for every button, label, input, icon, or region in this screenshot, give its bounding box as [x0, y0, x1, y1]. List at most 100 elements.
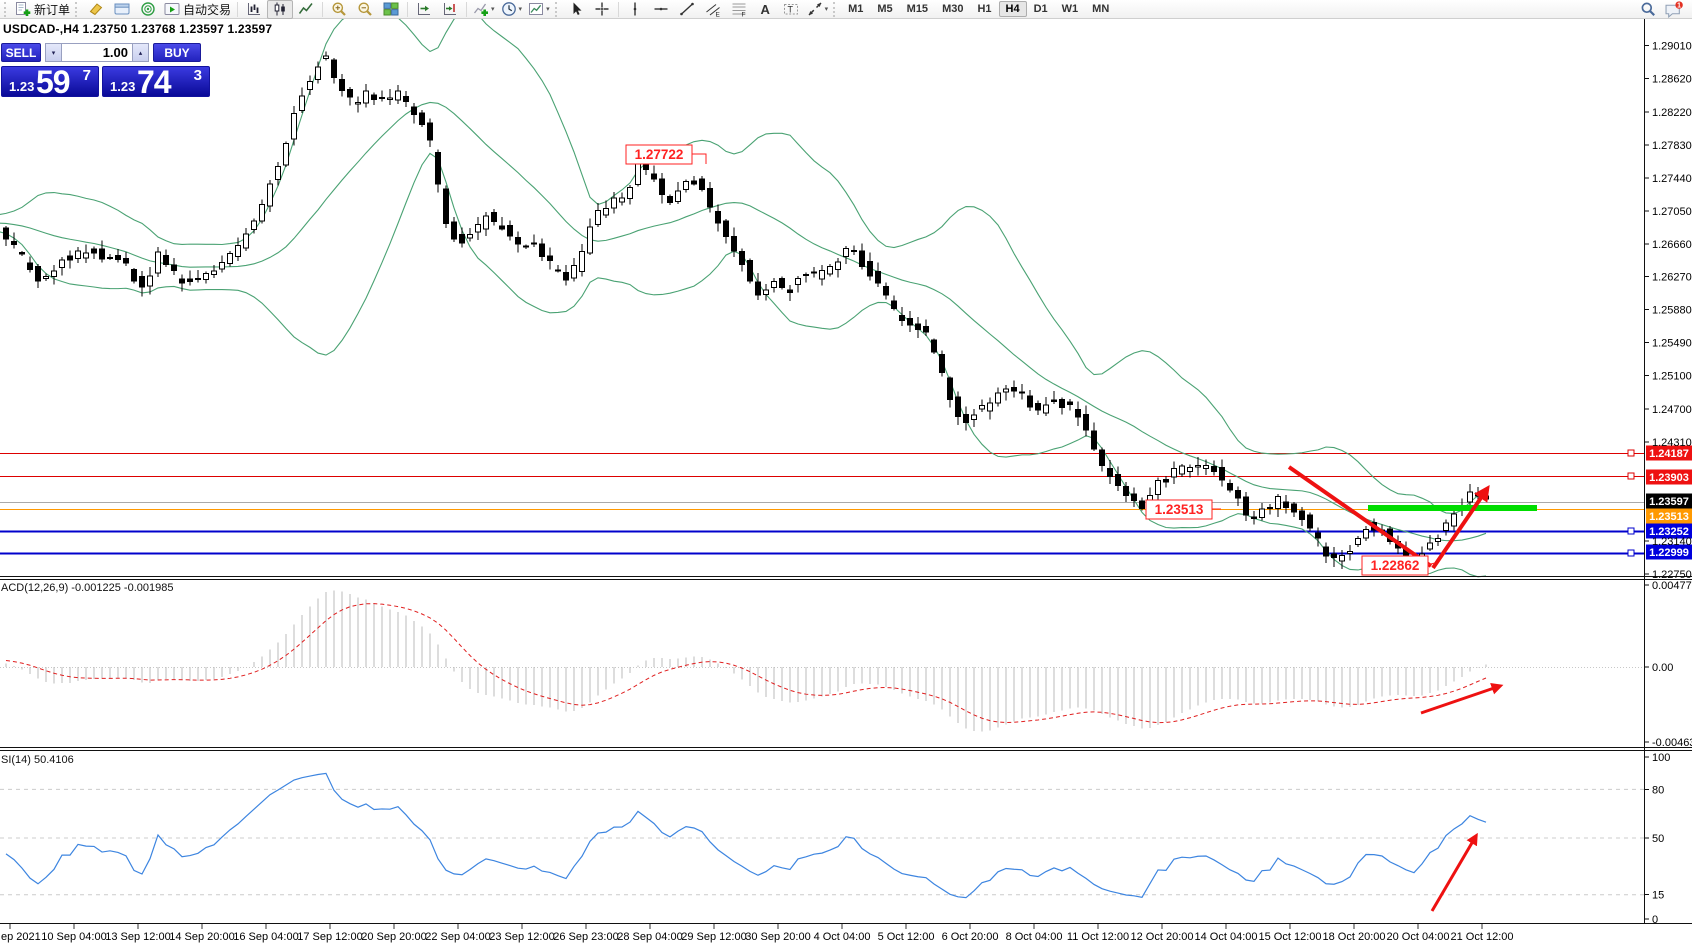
time-axis-label: 4 Oct 04:00 — [814, 931, 871, 943]
y-axis-tick-label: 1.26660 — [1652, 239, 1692, 251]
time-axis-label: 13 Sep 12:00 — [105, 931, 170, 943]
macd-indicator-label: ACD(12,26,9) -0.001225 -0.001985 — [1, 582, 174, 594]
toolbar-trendline-button[interactable] — [674, 0, 700, 19]
svg-text:A: A — [760, 2, 770, 17]
sell-price-sup: 7 — [82, 67, 91, 84]
time-axis-label: 23 Sep 12:00 — [489, 931, 554, 943]
toolbar-templates-button[interactable]: ▾ — [525, 0, 553, 19]
timeframe-W1-button[interactable]: W1 — [1061, 3, 1079, 15]
y-axis-tick-label: 1.22750 — [1652, 569, 1692, 581]
toolbar-zoom-out-button[interactable] — [352, 0, 378, 19]
timeframe-M30-button[interactable]: M30 — [942, 3, 964, 15]
toolbar-new-order-label: 新订单 — [34, 2, 71, 17]
chart-shift-icon — [444, 3, 457, 15]
time-axis — [9, 924, 1483, 929]
volume-decrease-button[interactable]: ▾ — [45, 43, 62, 62]
toolbar-grip — [4, 1, 8, 17]
toolbar-crosshair-button[interactable] — [589, 0, 615, 19]
toolbar-separator — [407, 1, 409, 17]
toolbar-line-chart-button[interactable] — [293, 0, 319, 19]
toolbar-bar-chart-button[interactable] — [241, 0, 267, 19]
fibonacci-icon: F — [732, 3, 746, 17]
y-axis-tick-label: 1.24700 — [1652, 404, 1692, 416]
text-label-icon: T — [783, 4, 798, 15]
y-axis-tick-label: 1.25100 — [1652, 370, 1692, 382]
chevron-down-icon[interactable]: ▾ — [824, 6, 829, 13]
rsi-axis-label: 15 — [1652, 890, 1664, 902]
toolbar-fibonacci-button[interactable]: F — [726, 0, 752, 19]
time-axis-label: ep 2021 — [1, 931, 41, 943]
toolbar-text-label-button[interactable]: T — [778, 0, 804, 19]
toolbar-vertical-line-button[interactable] — [622, 0, 648, 19]
chevron-down-icon[interactable]: ▾ — [518, 6, 523, 13]
toolbar-auto-scroll-button[interactable] — [411, 0, 437, 19]
timeframe-M15-button[interactable]: M15 — [906, 3, 929, 15]
time-axis-label: 26 Sep 23:00 — [553, 931, 618, 943]
periods-icon — [501, 2, 516, 16]
toolbar-right: 1 — [1640, 0, 1684, 18]
time-axis-label: 28 Sep 04:00 — [617, 931, 682, 943]
toolbar-separator — [322, 1, 324, 17]
equidistant-channel-icon: E — [705, 4, 720, 17]
macd-trend-arrow — [1420, 683, 1504, 715]
toolbar-signals-button[interactable] — [135, 0, 161, 19]
chat-notification-icon[interactable]: 1 — [1664, 0, 1684, 18]
toolbar-styler-button[interactable] — [83, 0, 109, 19]
y-axis-tick-label: 1.28220 — [1652, 107, 1692, 119]
timeframe-D1-button[interactable]: D1 — [1033, 3, 1048, 15]
y-axis-tick-label: 1.27440 — [1652, 173, 1692, 185]
price-axis — [1644, 19, 1692, 923]
trendline-icon — [679, 2, 694, 16]
timeframe-M5-button[interactable]: M5 — [877, 3, 893, 15]
toolbar-indicators-button[interactable]: ▾ — [470, 0, 498, 19]
zoom-out-icon — [358, 2, 372, 16]
toolbar-candlestick-chart-button[interactable] — [267, 0, 294, 19]
timeframe-H1-button[interactable]: H1 — [977, 3, 992, 15]
chart-symbol-title: USDCAD-,H4 1.23750 1.23768 1.23597 1.235… — [3, 22, 273, 36]
rsi-line — [5, 772, 1487, 899]
svg-text:1.23513: 1.23513 — [1155, 502, 1204, 517]
toolbar-new-order-button[interactable]: 新订单 — [12, 0, 73, 19]
buy-price-prefix: 1.23 — [110, 79, 136, 94]
cursor-icon — [573, 2, 582, 15]
timeframe-H4-button[interactable]: H4 — [998, 1, 1027, 17]
panel-separators — [0, 576, 1692, 924]
volume-input[interactable] — [62, 43, 132, 62]
buy-price-display[interactable]: 1.23 74 3 — [102, 66, 210, 97]
y-axis-tick-label: 1.23140 — [1652, 536, 1692, 548]
toolbar-tile-windows-button[interactable] — [378, 0, 404, 19]
toolbar-cursor-button[interactable] — [563, 0, 589, 19]
buy-button[interactable]: BUY — [153, 43, 201, 62]
terminal-icon — [114, 3, 130, 15]
svg-text:T: T — [787, 5, 793, 15]
toolbar-zoom-in-button[interactable] — [326, 0, 352, 19]
time-axis-label: 15 Oct 12:00 — [1259, 931, 1322, 943]
toolbar-chart-shift-button[interactable] — [437, 0, 463, 19]
horizontal-line-icon — [654, 7, 668, 11]
toolbar-text-button[interactable]: A — [752, 0, 778, 19]
time-axis-label: 10 Sep 04:00 — [41, 931, 106, 943]
toolbar-terminal-button[interactable] — [109, 0, 135, 19]
sell-price-display[interactable]: 1.23 59 7 — [1, 66, 99, 97]
crosshair-icon — [595, 2, 609, 16]
time-axis-label: 16 Sep 04:00 — [233, 931, 298, 943]
sell-button[interactable]: SELL — [1, 43, 41, 62]
sell-price-prefix: 1.23 — [9, 79, 35, 94]
toolbar-horizontal-line-button[interactable] — [648, 0, 674, 19]
horizontal-level-lines — [0, 449, 1644, 557]
toolbar-autotrading-button[interactable]: 自动交易 — [161, 0, 234, 19]
toolbar-periods-button[interactable]: ▾ — [498, 0, 526, 19]
svg-text:1.27722: 1.27722 — [635, 147, 684, 162]
toolbar-arrows-button[interactable]: ▾ — [804, 0, 832, 19]
timeframe-MN-button[interactable]: MN — [1092, 3, 1110, 15]
chevron-down-icon[interactable]: ▾ — [546, 6, 550, 13]
timeframe-M1-button[interactable]: M1 — [848, 3, 864, 15]
y-axis-tick-label: 1.28620 — [1652, 73, 1692, 85]
toolbar-grip — [833, 1, 837, 17]
chevron-down-icon[interactable]: ▾ — [491, 6, 495, 13]
time-axis-label: 29 Sep 12:00 — [681, 931, 746, 943]
volume-increase-button[interactable]: ▴ — [132, 43, 149, 62]
search-icon[interactable] — [1640, 1, 1656, 17]
toolbar-equidistant-channel-button[interactable]: E — [700, 0, 726, 19]
